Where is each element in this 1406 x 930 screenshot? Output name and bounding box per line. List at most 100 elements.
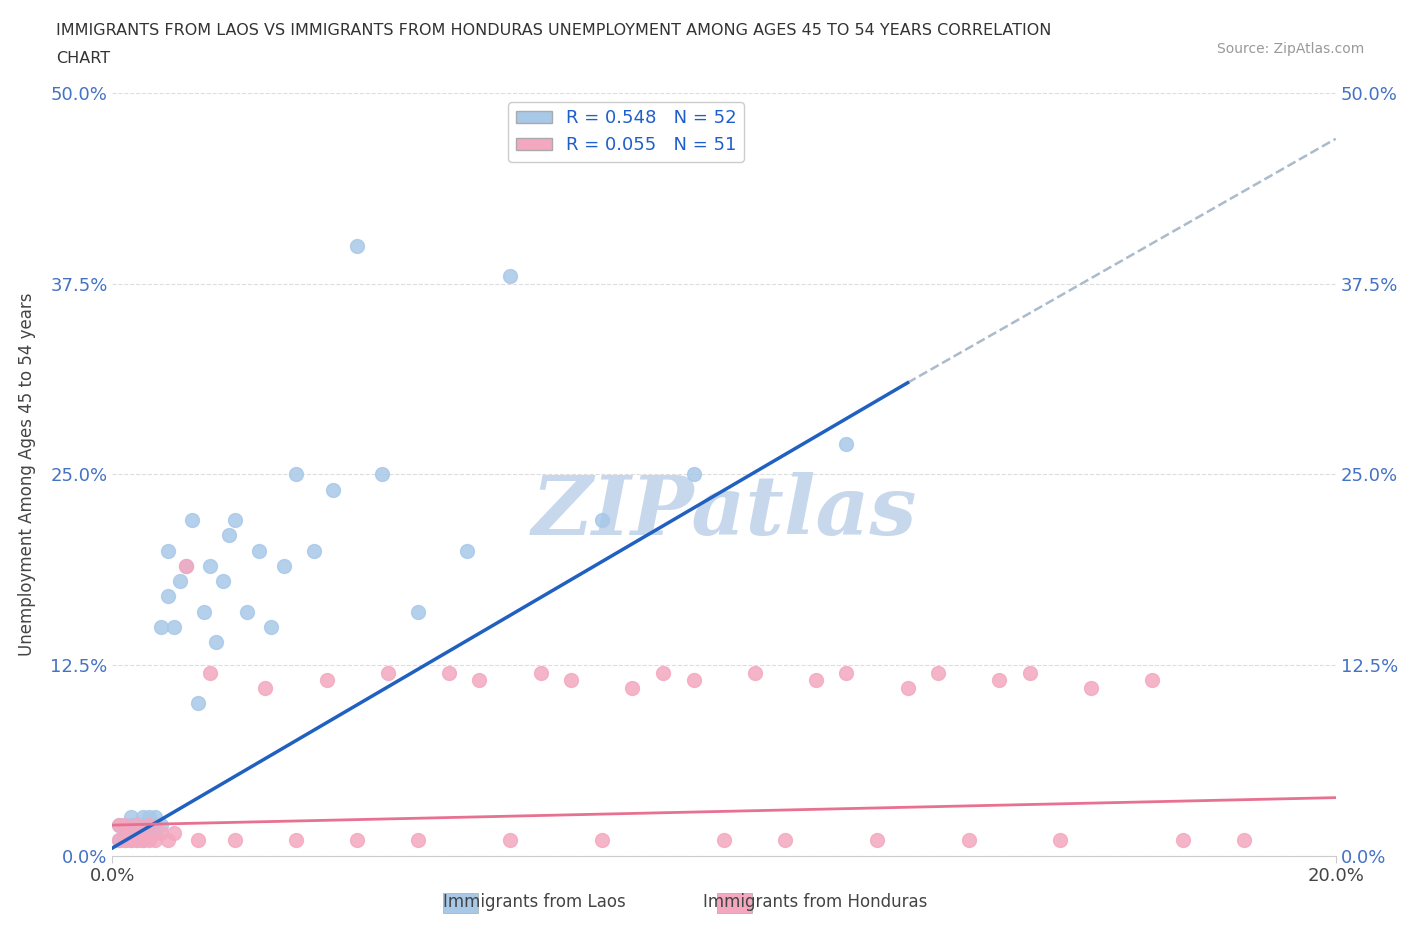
Point	[218, 528, 240, 543]
Point	[132, 825, 155, 840]
Point	[138, 825, 160, 840]
Point	[107, 833, 129, 848]
Point	[156, 589, 179, 604]
Point	[107, 833, 129, 848]
Point	[247, 543, 270, 558]
Point	[254, 681, 277, 696]
Point	[988, 672, 1011, 687]
Text: ZIPatlas: ZIPatlas	[531, 472, 917, 552]
Point	[284, 833, 308, 848]
Point	[591, 833, 613, 848]
Point	[125, 833, 148, 848]
Point	[143, 817, 166, 832]
Point	[143, 810, 166, 825]
Point	[560, 672, 582, 687]
Point	[114, 833, 136, 848]
Point	[682, 467, 704, 482]
Point	[114, 833, 136, 848]
Point	[1080, 681, 1102, 696]
Point	[1142, 672, 1164, 687]
Point	[120, 833, 142, 848]
Point	[120, 825, 142, 840]
Point	[107, 817, 129, 832]
Point	[866, 833, 889, 848]
Point	[138, 817, 160, 832]
Point	[138, 833, 160, 848]
Point	[499, 269, 522, 284]
Point	[346, 238, 368, 253]
Point	[315, 672, 337, 687]
Point	[174, 558, 197, 573]
Point	[1018, 665, 1040, 680]
Point	[156, 543, 179, 558]
Point	[150, 817, 173, 832]
Point	[114, 817, 136, 832]
Point	[156, 833, 179, 848]
Point	[132, 833, 155, 848]
Point	[163, 825, 186, 840]
Point	[682, 672, 704, 687]
Point	[132, 817, 155, 832]
Y-axis label: Unemployment Among Ages 45 to 54 years: Unemployment Among Ages 45 to 54 years	[18, 293, 37, 656]
Point	[120, 825, 142, 840]
Point	[304, 543, 326, 558]
Point	[346, 833, 368, 848]
Point	[260, 619, 283, 634]
Point	[377, 665, 399, 680]
Point	[187, 696, 209, 711]
Point	[125, 825, 148, 840]
Point	[775, 833, 797, 848]
Point	[107, 817, 129, 832]
Point	[322, 482, 344, 497]
Legend: R = 0.548   N = 52, R = 0.055   N = 51: R = 0.548 N = 52, R = 0.055 N = 51	[509, 102, 744, 162]
Point	[120, 817, 142, 832]
Point	[1233, 833, 1256, 848]
Point	[437, 665, 460, 680]
Point	[408, 604, 430, 619]
Text: IMMIGRANTS FROM LAOS VS IMMIGRANTS FROM HONDURAS UNEMPLOYMENT AMONG AGES 45 TO 5: IMMIGRANTS FROM LAOS VS IMMIGRANTS FROM …	[56, 23, 1052, 38]
Point	[835, 436, 858, 451]
Point	[530, 665, 553, 680]
Point	[713, 833, 735, 848]
Point	[125, 817, 148, 832]
Point	[499, 833, 522, 848]
Point	[200, 558, 222, 573]
Point	[1171, 833, 1194, 848]
Point	[181, 512, 204, 527]
Point	[120, 833, 142, 848]
Point	[125, 817, 148, 832]
Point	[236, 604, 259, 619]
Point	[114, 825, 136, 840]
Point	[138, 810, 160, 825]
Point	[468, 672, 491, 687]
Point	[150, 825, 173, 840]
Point	[143, 825, 166, 840]
Point	[132, 825, 155, 840]
Point	[211, 574, 233, 589]
Point	[169, 574, 191, 589]
Point	[193, 604, 215, 619]
Point	[205, 634, 228, 649]
Point	[224, 833, 246, 848]
Point	[744, 665, 766, 680]
Point	[897, 681, 920, 696]
Point	[132, 810, 155, 825]
Point	[187, 833, 209, 848]
Point	[804, 672, 827, 687]
Point	[224, 512, 246, 527]
Text: Immigrants from Laos: Immigrants from Laos	[443, 893, 626, 911]
Point	[125, 833, 148, 848]
Point	[273, 558, 295, 573]
Point	[652, 665, 675, 680]
Point	[408, 833, 430, 848]
Point	[120, 810, 142, 825]
Point	[143, 833, 166, 848]
Text: Source: ZipAtlas.com: Source: ZipAtlas.com	[1216, 42, 1364, 56]
Point	[835, 665, 858, 680]
Point	[174, 558, 197, 573]
Point	[621, 681, 644, 696]
Point	[1049, 833, 1071, 848]
Point	[150, 619, 173, 634]
Point	[456, 543, 478, 558]
Point	[284, 467, 308, 482]
